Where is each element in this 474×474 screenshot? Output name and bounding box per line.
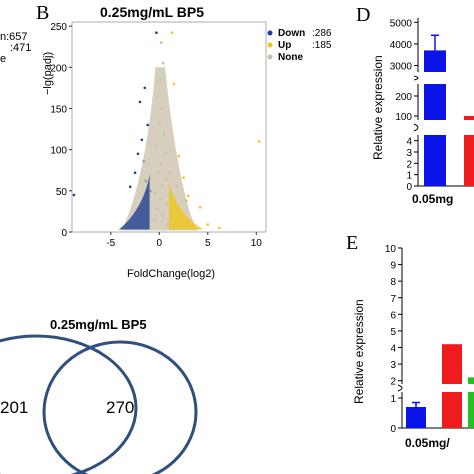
d-bar-red [464, 116, 474, 120]
d-y-tick-label: 100 [395, 112, 412, 123]
e-y-tick-label: 6 [390, 310, 396, 321]
venn-right-value: 270 [106, 398, 135, 417]
volcano-y-tick-label: 100 [50, 146, 67, 157]
volcano-point-up [187, 194, 190, 198]
volcano-x-tick-label: 0 [157, 238, 163, 249]
e-y-tick-label: 4 [390, 344, 396, 355]
e-y-tick-label: 1 [390, 394, 396, 405]
volcano-frame [71, 21, 267, 233]
d-bar-red [464, 135, 474, 186]
volcano-point-up [198, 205, 202, 209]
e-bar-red [442, 392, 462, 428]
volcano-point-none [159, 41, 163, 44]
e-bar-blue [406, 407, 426, 428]
venn-left-circle [0, 334, 138, 474]
volcano-legend-marker [267, 42, 273, 48]
panel-b-letter: B [36, 2, 50, 24]
e-category-label: 0.05mg/ [405, 436, 450, 450]
volcano-point-up [257, 140, 261, 143]
d-bar-blue [424, 84, 446, 120]
volcano-point-none [161, 61, 165, 65]
volcano-point-up [206, 223, 210, 226]
volcano-x-tick-label: 10 [251, 238, 263, 249]
volcano-y-tick-label: 250 [50, 22, 67, 33]
volcano-point-down [138, 100, 142, 104]
volcano-point-down [133, 171, 137, 175]
e-y-label: Relative expression [352, 299, 366, 404]
volcano-x-tick-label: 5 [205, 238, 211, 249]
volcano-point-up [182, 176, 185, 179]
volcano-legend-marker [267, 54, 273, 60]
d-y-label: Relative expression [371, 55, 385, 160]
e-y-tick-label: 8 [390, 277, 396, 288]
panel-e-letter: E [346, 232, 359, 254]
d-y-tick-label: 3000 [390, 62, 413, 73]
d-bar-blue [424, 50, 446, 72]
volcano-legend-marker [267, 30, 273, 36]
left-down-count: n:657 [0, 31, 28, 43]
panel-d-letter: D [356, 4, 371, 26]
volcano-y-tick-label: 200 [50, 63, 67, 74]
volcano-point-down [128, 185, 132, 189]
e-y-tick-label: 2 [390, 377, 396, 388]
d-y-tick-label: 1 [406, 171, 412, 182]
volcano-legend-label: Up [278, 40, 291, 51]
d-bar-blue [424, 135, 446, 186]
left-legend-fragment: n:657 :471 e [0, 32, 31, 65]
volcano-x-tick-label: -5 [106, 238, 115, 249]
left-none-label: e [0, 53, 7, 65]
volcano-point-up [170, 31, 174, 35]
e-axis-break [397, 384, 403, 392]
e-bar-red [442, 344, 462, 384]
volcano-point-down [155, 31, 158, 35]
d-axis-break [413, 123, 419, 132]
e-bar-green [468, 377, 474, 384]
d-category-label: 0.05mg [412, 192, 454, 206]
d-y-tick-label: 200 [395, 92, 412, 103]
e-y-tick-label: 5 [390, 327, 396, 338]
e-y-tick-label: 0 [390, 424, 396, 435]
volcano-point-up [172, 82, 176, 86]
volcano-title: 0.25mg/mL BP5 [100, 4, 205, 20]
volcano-legend-count: :185 [312, 40, 332, 51]
volcano-point-down [72, 193, 76, 197]
d-y-tick-label: 2 [406, 159, 412, 170]
d-y-tick-label: 3 [406, 148, 412, 159]
e-y-tick-label: 3 [390, 360, 396, 371]
volcano-legend-count: :286 [312, 28, 332, 39]
volcano-point-down [146, 123, 149, 127]
d-y-tick-label: 4 [406, 137, 412, 148]
venn-title: 0.25mg/mL BP5 [50, 317, 147, 332]
volcano-legend-label: Down [278, 28, 305, 39]
volcano-y-label: −lg(padj) [42, 51, 54, 95]
e-y-tick-label: 10 [385, 244, 397, 255]
volcano-x-label: FoldChange(log2) [127, 268, 216, 280]
d-axis-break [413, 75, 419, 81]
venn-right-circle [42, 340, 198, 474]
volcano-point-up [218, 226, 221, 230]
volcano-point-up [177, 154, 180, 158]
volcano-point-down [140, 138, 144, 142]
volcano-y-tick-label: 0 [61, 228, 67, 239]
volcano-y-tick-label: 150 [50, 104, 67, 115]
e-bar-green [468, 392, 474, 428]
left-up-count: :471 [10, 42, 32, 54]
d-y-tick-label: 5000 [390, 18, 413, 29]
volcano-down-cloud [118, 174, 150, 230]
volcano-none-cloud [120, 67, 199, 231]
volcano-up-cloud [169, 182, 204, 230]
e-y-tick-label: 9 [390, 261, 396, 272]
volcano-point-down [143, 86, 147, 90]
e-y-tick-label: 7 [390, 294, 396, 305]
d-y-tick-label: 4000 [390, 40, 413, 51]
volcano-point-down [136, 152, 140, 156]
venn-left-value: 201 [0, 398, 29, 417]
d-y-tick-label: 0 [406, 182, 412, 193]
volcano-legend-label: None [278, 52, 303, 63]
volcano-y-tick-label: 50 [56, 187, 68, 198]
